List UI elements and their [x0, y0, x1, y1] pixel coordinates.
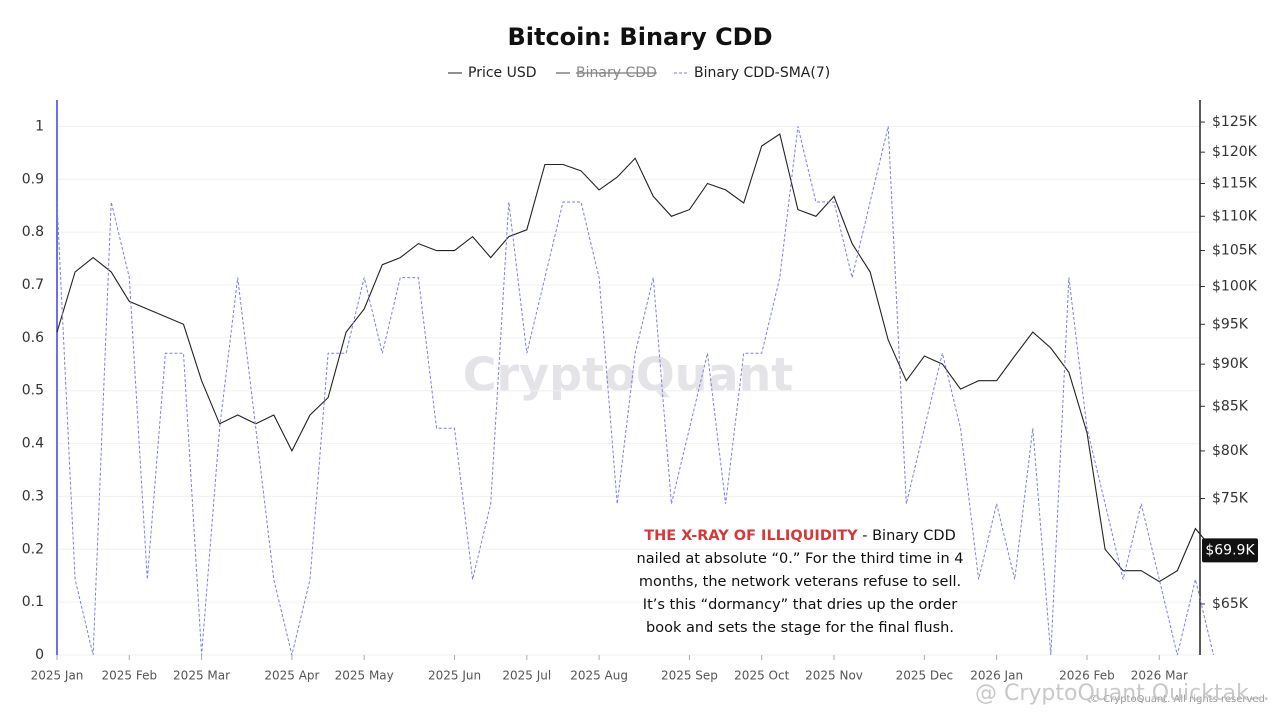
- y2-tick-label: $85K: [1212, 398, 1249, 414]
- x-tick-label: 2026 Mar: [1131, 669, 1188, 683]
- x-tick-label: 2025 Dec: [896, 669, 954, 683]
- y-tick-label: 0.5: [22, 383, 44, 399]
- chart-title: Bitcoin: Binary CDD: [507, 23, 772, 51]
- legend-label[interactable]: Binary CDD: [576, 65, 657, 81]
- y-tick-label: 0.4: [22, 436, 44, 452]
- x-tick-label: 2025 Jul: [502, 669, 551, 683]
- y-tick-label: 0.1: [22, 594, 44, 610]
- legend-label[interactable]: Binary CDD-SMA(7): [694, 65, 830, 81]
- y-tick-label: 0.3: [22, 488, 44, 504]
- y2-tick-label: $95K: [1212, 316, 1249, 332]
- y2-tick-label: $120K: [1212, 144, 1258, 160]
- x-tick-label: 2025 Feb: [101, 669, 157, 683]
- x-tick-label: 2026 Jan: [970, 669, 1023, 683]
- series-line: [56, 133, 1214, 583]
- annotation-highlight: THE X-RAY OF ILLIQUIDITY: [644, 528, 858, 544]
- x-tick-label: 2025 Aug: [570, 669, 628, 683]
- x-tick-label: 2025 Oct: [734, 669, 789, 683]
- y2-tick-label: $90K: [1212, 356, 1249, 372]
- y2-tick-label: $115K: [1212, 176, 1258, 192]
- y-tick-label: 0.8: [22, 224, 44, 240]
- last-value-box: [1202, 538, 1258, 563]
- x-tick-label: 2025 Sep: [661, 669, 718, 683]
- annotation-line: It’s this “dormancy” that dries up the o…: [643, 597, 957, 613]
- y-tick-label: 0.6: [22, 330, 44, 346]
- last-value-label: $69.9K: [1205, 542, 1255, 558]
- y2-tick-label: $105K: [1212, 243, 1258, 259]
- x-tick-label: 2025 Nov: [805, 669, 863, 683]
- y-tick-label: 0.7: [22, 277, 44, 293]
- legend: Price USD Binary CDD Binary CDD-SMA(7): [448, 65, 830, 81]
- x-tick-label: 2025 Mar: [173, 669, 230, 683]
- y-tick-label: 0.2: [22, 541, 44, 557]
- y2-tick-label: $100K: [1212, 279, 1258, 295]
- copyright: © CryptoQuant. All rights reserved: [1090, 694, 1265, 705]
- x-tick-label: 2026 Feb: [1059, 669, 1115, 683]
- watermark: CryptoQuant: [463, 348, 794, 402]
- y2-tick-label: $65K: [1212, 596, 1249, 612]
- y2-tick-label: $125K: [1212, 114, 1258, 130]
- annotation-line: book and sets the stage for the final fl…: [646, 620, 954, 636]
- annotation-line: THE X-RAY OF ILLIQUIDITY - Binary CDD: [644, 528, 956, 544]
- x-tick-label: 2025 Jan: [31, 669, 84, 683]
- y2-tick-label: $75K: [1212, 491, 1249, 507]
- x-tick-label: 2025 Jun: [428, 669, 481, 683]
- annotation-line: months, the network veterans refuse to s…: [639, 574, 961, 590]
- y2-tick-label: $110K: [1212, 208, 1258, 224]
- x-tick-label: 2025 May: [335, 669, 394, 683]
- y2-tick-label: $80K: [1212, 443, 1249, 459]
- y-tick-label: 0.9: [22, 171, 44, 187]
- legend-label[interactable]: Price USD: [468, 65, 537, 81]
- y-tick-label: 1: [35, 118, 44, 134]
- series-line: [56, 126, 1214, 656]
- annotation-line: nailed at absolute “0.” For the third ti…: [637, 551, 964, 567]
- annotation-text: - Binary CDD: [858, 528, 956, 544]
- credit: @ CryptoQuant Quicktak...: [975, 681, 1270, 706]
- x-tick-label: 2025 Apr: [264, 669, 319, 683]
- y-tick-label: 0: [35, 647, 44, 663]
